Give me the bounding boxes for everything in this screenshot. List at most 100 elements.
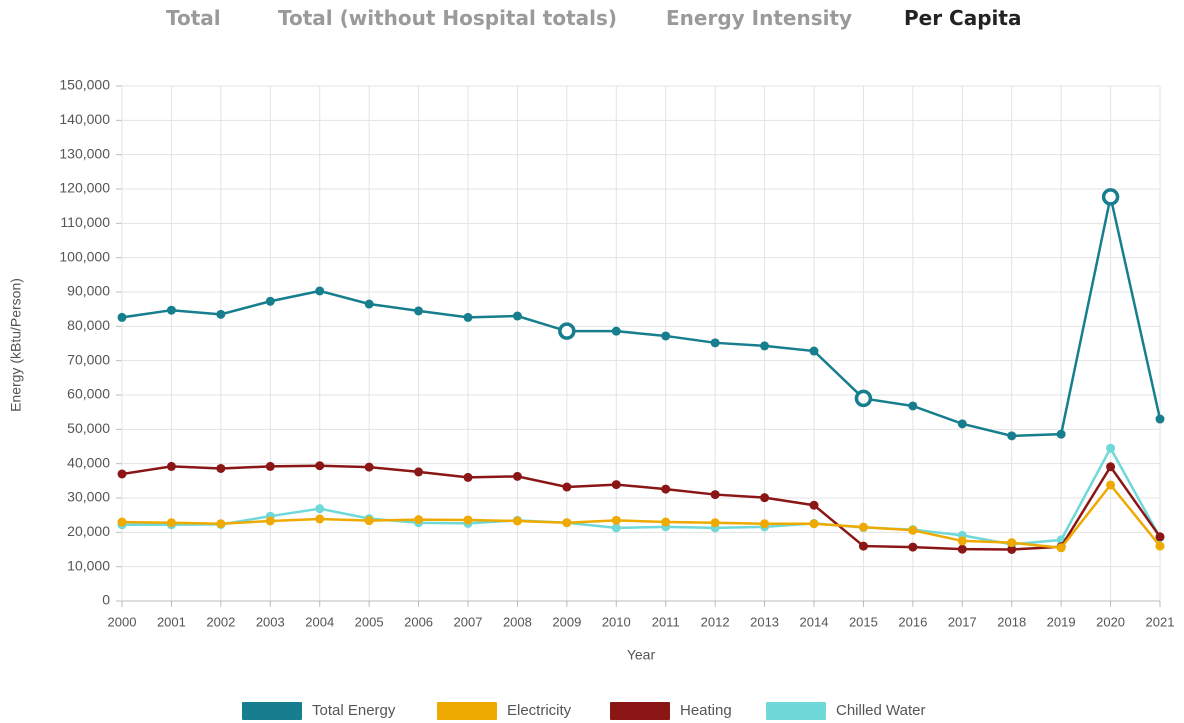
data-point <box>315 504 325 514</box>
data-point <box>1155 532 1165 542</box>
data-point <box>710 518 720 528</box>
data-point <box>216 519 226 529</box>
data-point <box>1106 480 1116 490</box>
x-tick-label: 2003 <box>256 614 285 629</box>
x-tick-label: 2006 <box>404 614 433 629</box>
y-tick-label: 110,000 <box>60 214 110 230</box>
data-point <box>364 516 374 526</box>
data-point <box>364 462 374 472</box>
data-point <box>216 309 226 319</box>
x-tick-label: 2007 <box>454 614 483 629</box>
data-point <box>957 419 967 429</box>
x-tick-label: 2008 <box>503 614 532 629</box>
tab[interactable]: Total (without Hospital totals) <box>278 6 618 30</box>
y-tick-label: 20,000 <box>67 523 110 539</box>
data-point <box>265 296 275 306</box>
series-line <box>122 445 1162 546</box>
series-line <box>121 482 1161 550</box>
y-tick-label: 90,000 <box>67 283 110 299</box>
data-point <box>364 299 374 309</box>
x-tick-label: 2020 <box>1096 614 1125 629</box>
y-tick-label: 100,000 <box>59 248 110 264</box>
data-point <box>414 467 424 477</box>
data-point <box>315 286 325 296</box>
data-point <box>661 484 671 494</box>
data-point <box>512 471 522 481</box>
data-point <box>117 312 127 322</box>
data-point <box>858 522 868 532</box>
y-tick-label: 50,000 <box>67 420 110 436</box>
y-tick-label: 120,000 <box>59 180 110 196</box>
data-point <box>166 518 176 528</box>
data-point <box>414 306 424 316</box>
data-point <box>265 461 275 471</box>
y-tick-label: 150,000 <box>59 77 110 93</box>
data-point <box>858 541 868 551</box>
x-tick-label: 2002 <box>206 614 235 629</box>
tab[interactable]: Per Capita <box>904 6 1022 30</box>
data-point <box>809 500 819 510</box>
y-tick-label: 60,000 <box>67 386 110 402</box>
x-tick-label: 2001 <box>157 614 186 629</box>
x-tick-label: 2016 <box>898 614 927 629</box>
legend-swatch <box>242 702 302 720</box>
legend-swatch <box>766 702 826 720</box>
data-point <box>908 401 918 411</box>
data-point <box>166 305 176 315</box>
data-point <box>558 322 576 340</box>
data-point <box>611 515 621 525</box>
data-point <box>414 515 424 525</box>
legend-label: Heating <box>680 702 732 719</box>
series-line <box>121 196 1162 438</box>
data-point <box>809 519 819 529</box>
x-tick-label: 2012 <box>701 614 730 629</box>
tab[interactable]: Total <box>166 6 221 30</box>
data-point <box>315 461 325 471</box>
y-tick-label: 140,000 <box>59 111 110 127</box>
data-point <box>216 463 226 473</box>
x-tick-label: 2009 <box>552 614 581 629</box>
data-point <box>512 516 522 526</box>
data-point <box>463 515 473 525</box>
y-tick-label: 130,000 <box>59 145 110 161</box>
data-point <box>710 490 720 500</box>
data-point <box>760 341 770 351</box>
data-point <box>661 517 671 527</box>
legend-label: Chilled Water <box>836 702 925 719</box>
data-point <box>463 312 473 322</box>
y-tick-label: 10,000 <box>67 557 110 573</box>
x-tick-label: 2018 <box>997 614 1026 629</box>
data-point <box>315 514 325 524</box>
data-point <box>1155 414 1165 424</box>
data-point <box>908 525 918 535</box>
data-point <box>463 472 473 482</box>
y-tick-label: 80,000 <box>67 317 110 333</box>
data-point <box>1056 543 1066 553</box>
data-point <box>611 326 621 336</box>
data-point <box>117 469 127 479</box>
x-tick-label: 2005 <box>355 614 384 629</box>
data-point <box>908 542 918 552</box>
x-tick-label: 2000 <box>108 614 137 629</box>
x-tick-label: 2010 <box>602 614 631 629</box>
data-point <box>809 346 819 356</box>
tab[interactable]: Energy Intensity <box>666 6 853 30</box>
data-point <box>1106 443 1116 453</box>
data-point <box>611 480 621 490</box>
legend-label: Electricity <box>507 702 572 719</box>
data-point <box>1106 462 1116 472</box>
y-axis-label: Energy (kBtu/Person) <box>8 278 24 412</box>
data-point <box>562 482 572 492</box>
data-point <box>1101 188 1120 206</box>
y-tick-label: 40,000 <box>67 454 110 470</box>
data-point <box>760 519 770 529</box>
data-point <box>611 523 621 533</box>
x-tick-label: 2013 <box>750 614 779 629</box>
x-tick-label: 2019 <box>1047 614 1076 629</box>
x-tick-label: 2015 <box>849 614 878 629</box>
data-point <box>1007 538 1017 548</box>
data-point <box>957 536 967 546</box>
data-point <box>661 331 671 341</box>
data-point <box>265 516 275 526</box>
